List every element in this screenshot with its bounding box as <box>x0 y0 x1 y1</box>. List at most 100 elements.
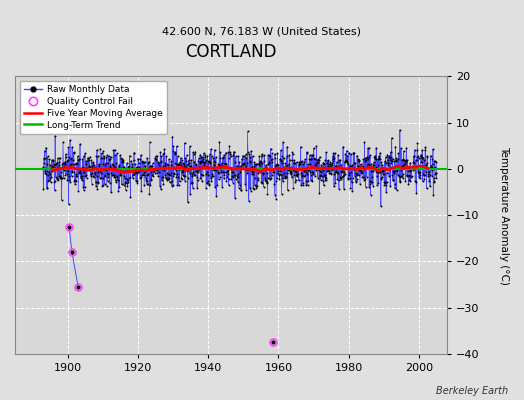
Point <box>376 156 385 162</box>
Point <box>98 183 106 189</box>
Point <box>104 160 112 166</box>
Point <box>93 186 102 192</box>
Point <box>331 180 340 186</box>
Point <box>220 175 228 182</box>
Point <box>191 168 200 174</box>
Point <box>101 181 109 187</box>
Point <box>242 162 250 169</box>
Point <box>303 171 311 178</box>
Point <box>83 167 92 174</box>
Point <box>344 161 352 168</box>
Point <box>420 176 429 182</box>
Point <box>347 169 355 176</box>
Point <box>173 182 181 189</box>
Point <box>282 170 291 176</box>
Point <box>92 179 100 185</box>
Point <box>228 168 236 175</box>
Point <box>425 178 433 185</box>
Point <box>186 190 194 197</box>
Point <box>187 157 195 163</box>
Point <box>374 162 382 169</box>
Point <box>197 171 205 177</box>
Point <box>312 160 321 166</box>
Point <box>211 184 219 190</box>
Point <box>126 167 134 174</box>
Point <box>270 180 278 187</box>
Point <box>256 168 265 175</box>
Point <box>56 154 64 161</box>
Point <box>223 174 232 180</box>
Point <box>287 169 295 175</box>
Point <box>424 172 432 179</box>
Point <box>296 159 304 166</box>
Point <box>41 170 49 177</box>
Point <box>289 184 298 191</box>
Point <box>188 170 196 177</box>
Point <box>383 152 391 158</box>
Point <box>193 177 202 184</box>
Point <box>391 181 399 188</box>
Point <box>160 146 169 152</box>
Point <box>60 160 69 166</box>
Point <box>405 177 413 183</box>
Point <box>384 160 392 166</box>
Point <box>342 157 351 164</box>
Point <box>73 153 82 160</box>
Point <box>370 154 378 161</box>
Point <box>165 156 173 162</box>
Point <box>302 178 310 184</box>
Point <box>392 157 400 163</box>
Point <box>236 169 244 175</box>
Point <box>220 172 228 178</box>
Point <box>297 159 305 165</box>
Point <box>417 152 425 159</box>
Point <box>41 171 50 177</box>
Point <box>377 203 385 209</box>
Point <box>429 191 438 198</box>
Point <box>200 150 208 156</box>
Point <box>355 172 363 178</box>
Point <box>299 179 308 186</box>
Point <box>40 147 49 154</box>
Point <box>111 146 119 153</box>
Point <box>289 160 298 166</box>
Point <box>344 176 353 182</box>
Point <box>276 168 285 174</box>
Point <box>74 169 83 176</box>
Point <box>259 171 267 178</box>
Point <box>386 155 394 161</box>
Point <box>139 158 147 165</box>
Point <box>172 167 180 174</box>
Point <box>389 168 398 174</box>
Point <box>48 156 56 163</box>
Point <box>163 177 171 183</box>
Point <box>302 182 310 188</box>
Point <box>357 168 365 174</box>
Point <box>401 161 409 168</box>
Point <box>374 180 383 187</box>
Point <box>90 174 99 180</box>
Point <box>195 164 203 171</box>
Point <box>71 177 80 184</box>
Point <box>243 167 251 174</box>
Point <box>180 173 188 180</box>
Point <box>104 171 113 178</box>
Point <box>299 173 308 179</box>
Point <box>331 150 339 156</box>
Point <box>161 175 170 181</box>
Point <box>340 186 348 192</box>
Point <box>399 148 408 154</box>
Point <box>364 162 373 168</box>
Point <box>190 158 199 165</box>
Point <box>402 159 410 165</box>
Point <box>207 178 215 184</box>
Point <box>317 162 325 168</box>
Point <box>51 165 60 172</box>
Point <box>40 156 48 162</box>
Point <box>316 172 325 179</box>
Point <box>312 166 320 173</box>
Point <box>263 170 271 176</box>
Point <box>237 162 245 169</box>
Point <box>97 175 105 182</box>
Point <box>75 166 84 172</box>
